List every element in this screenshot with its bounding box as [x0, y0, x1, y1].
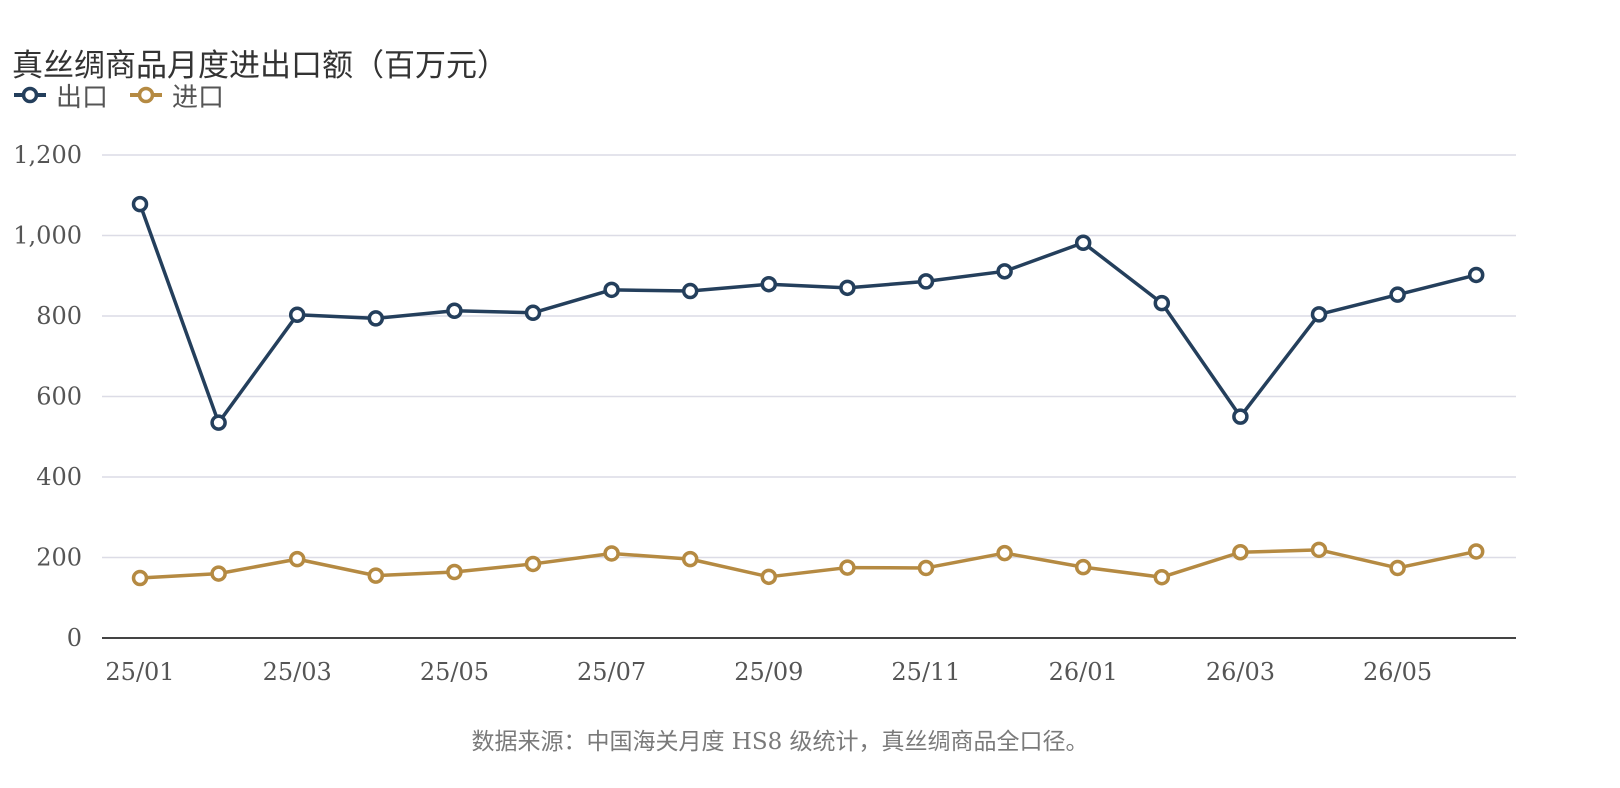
x-tick-label: 26/01 — [1049, 658, 1118, 686]
data-point-0[interactable] — [367, 310, 385, 327]
data-point-0[interactable] — [446, 302, 463, 320]
data-point-1[interactable] — [917, 559, 935, 577]
data-point-1[interactable] — [288, 550, 306, 568]
x-tick-label: 25/11 — [891, 658, 960, 686]
data-point-0[interactable] — [1153, 294, 1171, 312]
x-tick-label: 25/01 — [105, 658, 174, 686]
data-point-0[interactable] — [603, 281, 620, 299]
data-point-1[interactable] — [1232, 544, 1249, 561]
y-tick-label: 0 — [67, 624, 82, 652]
data-point-0[interactable] — [1232, 408, 1249, 425]
data-point-0[interactable] — [1467, 266, 1485, 284]
data-point-1[interactable] — [524, 555, 542, 573]
data-point-1[interactable] — [681, 550, 699, 568]
x-tick-label: 25/03 — [263, 658, 332, 686]
data-point-1[interactable] — [1153, 568, 1171, 586]
legend-label-export: 出口 — [56, 82, 109, 113]
data-point-0[interactable] — [760, 275, 778, 293]
data-point-1[interactable] — [839, 559, 856, 576]
data-point-0[interactable] — [288, 306, 306, 324]
data-point-0[interactable] — [1074, 234, 1092, 251]
data-point-1[interactable] — [1310, 541, 1328, 559]
data-point-0[interactable] — [210, 414, 227, 431]
legend-item-export[interactable]: 出口 — [12, 77, 108, 114]
y-tick-label: 800 — [36, 302, 82, 330]
series-line-1 — [139, 548, 1477, 580]
legend: 出口 进口 — [12, 77, 244, 114]
data-point-1[interactable] — [131, 569, 149, 587]
x-tick-label: 25/05 — [420, 658, 489, 686]
data-point-1[interactable] — [1389, 559, 1406, 577]
data-point-1[interactable] — [367, 567, 385, 584]
y-tick-label: 200 — [36, 544, 82, 572]
data-point-0[interactable] — [681, 282, 699, 300]
chart-title: 真丝绸商品月度进出口额（百万元） — [12, 48, 508, 84]
chart-caption: 数据来源：中国海关月度 HS8 级统计，真丝绸商品全口径。 — [471, 729, 1089, 755]
data-point-1[interactable] — [1074, 558, 1092, 576]
legend-marker-export — [14, 86, 46, 104]
legend-label-import: 进口 — [172, 82, 225, 113]
series-line-0 — [138, 203, 1477, 425]
data-point-1[interactable] — [1467, 543, 1485, 560]
y-tick-label: 1,200 — [13, 141, 82, 169]
x-tick-label: 25/09 — [734, 658, 803, 686]
x-tick-label: 26/03 — [1206, 658, 1275, 686]
data-point-0[interactable] — [1310, 306, 1328, 323]
x-tick-label: 25/07 — [577, 658, 646, 686]
y-tick-label: 600 — [36, 383, 82, 411]
data-point-1[interactable] — [210, 565, 227, 582]
data-point-1[interactable] — [996, 544, 1013, 562]
legend-item-import[interactable]: 进口 — [128, 77, 224, 114]
data-point-1[interactable] — [603, 545, 620, 562]
data-point-1[interactable] — [446, 563, 463, 581]
data-point-0[interactable] — [917, 273, 935, 290]
x-tick-label: 26/05 — [1363, 658, 1432, 686]
y-tick-label: 1,000 — [13, 222, 82, 250]
y-tick-label: 400 — [36, 463, 82, 491]
data-point-1[interactable] — [760, 568, 778, 586]
data-point-0[interactable] — [996, 263, 1013, 280]
data-point-0[interactable] — [839, 279, 856, 297]
axis-layer: 0 200 400 600 800 1,000 1,200 25/01 25/03 25/05 25… — [13, 141, 1516, 686]
data-point-0[interactable] — [131, 195, 149, 213]
series-layer — [131, 195, 1485, 587]
legend-marker-import — [130, 86, 163, 104]
data-point-0[interactable] — [524, 304, 542, 322]
data-point-0[interactable] — [1389, 286, 1406, 303]
grid-layer — [102, 154, 1516, 559]
